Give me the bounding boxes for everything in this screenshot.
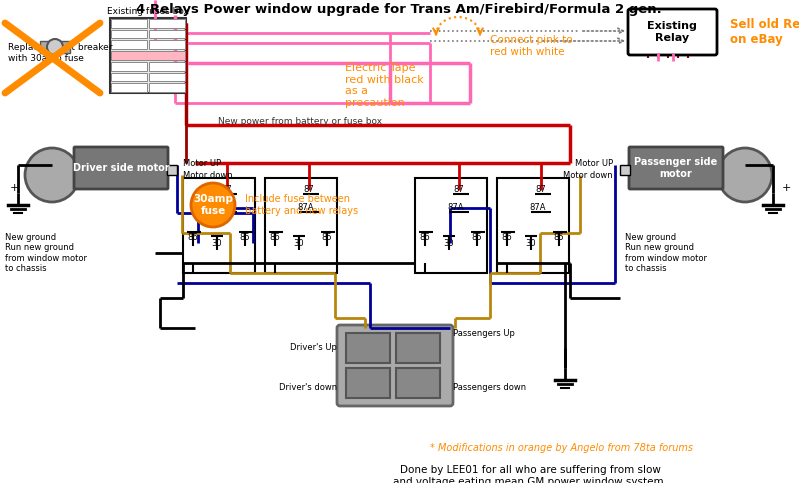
- Bar: [149, 72, 185, 81]
- Bar: [111, 41, 147, 49]
- Text: 30: 30: [212, 239, 222, 247]
- Bar: [149, 51, 185, 60]
- Bar: [40, 41, 70, 53]
- Text: 86: 86: [502, 233, 512, 242]
- Bar: [396, 368, 440, 398]
- Text: 30: 30: [443, 239, 455, 247]
- Text: Motor UP: Motor UP: [183, 158, 221, 168]
- Text: +: +: [782, 183, 791, 193]
- Text: Replace circuit breaker
with 30amp fuse: Replace circuit breaker with 30amp fuse: [8, 43, 113, 63]
- FancyBboxPatch shape: [74, 147, 168, 189]
- Text: 87: 87: [221, 185, 233, 195]
- Bar: [396, 333, 440, 363]
- Text: 85: 85: [322, 233, 332, 242]
- Text: Connect pink to
red with white: Connect pink to red with white: [490, 35, 573, 57]
- Bar: [149, 30, 185, 39]
- Bar: [183, 178, 255, 273]
- Text: 86: 86: [269, 233, 280, 242]
- Text: Existing
Relay: Existing Relay: [647, 21, 697, 43]
- FancyBboxPatch shape: [629, 147, 723, 189]
- Text: 87A: 87A: [447, 203, 464, 213]
- Circle shape: [47, 39, 63, 55]
- Text: 85: 85: [554, 233, 564, 242]
- Text: 87: 87: [304, 185, 314, 195]
- FancyBboxPatch shape: [337, 325, 453, 406]
- Bar: [111, 62, 147, 71]
- Bar: [111, 30, 147, 39]
- Text: +: +: [10, 183, 19, 193]
- Text: 30: 30: [526, 239, 536, 247]
- Text: Motor down: Motor down: [183, 170, 233, 180]
- Text: 87A: 87A: [216, 203, 233, 213]
- Text: New power from battery or fuse box: New power from battery or fuse box: [218, 116, 382, 126]
- Bar: [111, 19, 147, 28]
- Text: 30amp
fuse: 30amp fuse: [193, 194, 233, 216]
- Text: Done by LEE01 for all who are suffering from slow
and voltage eating mean GM pow: Done by LEE01 for all who are suffering …: [393, 465, 667, 483]
- FancyBboxPatch shape: [628, 9, 717, 55]
- Bar: [346, 333, 390, 363]
- Text: Sell old Relay
on eBay: Sell old Relay on eBay: [730, 18, 799, 46]
- Circle shape: [191, 183, 235, 227]
- Text: Motor down: Motor down: [563, 170, 613, 180]
- Text: New ground
Run new ground
from window motor
to chassis: New ground Run new ground from window mo…: [625, 233, 707, 273]
- Text: Driver's Up: Driver's Up: [290, 343, 337, 353]
- Text: 4 Relays Power window upgrade for Trans Am/Firebird/Formula 2 gen.: 4 Relays Power window upgrade for Trans …: [136, 2, 662, 15]
- Text: Electric Tape
red with black
as a
precaution: Electric Tape red with black as a precau…: [345, 63, 423, 108]
- Text: Passengers Up: Passengers Up: [453, 328, 515, 338]
- Text: 86: 86: [188, 233, 198, 242]
- Text: Passenger side
motor: Passenger side motor: [634, 157, 718, 179]
- Text: Motor UP: Motor UP: [574, 158, 613, 168]
- Text: 87: 87: [454, 185, 464, 195]
- Bar: [111, 72, 147, 81]
- Bar: [149, 19, 185, 28]
- Bar: [111, 51, 147, 60]
- Bar: [167, 165, 177, 175]
- Text: Driver side motor: Driver side motor: [73, 163, 169, 173]
- Bar: [149, 41, 185, 49]
- Bar: [149, 83, 185, 92]
- Circle shape: [25, 148, 79, 202]
- Bar: [110, 18, 186, 93]
- Bar: [415, 178, 487, 273]
- Text: 87: 87: [535, 185, 547, 195]
- Text: 30: 30: [294, 239, 304, 247]
- Bar: [620, 165, 630, 175]
- Text: Driver's down: Driver's down: [279, 384, 337, 393]
- Text: 86: 86: [419, 233, 431, 242]
- Text: 87A: 87A: [530, 203, 547, 213]
- Text: * Modifications in orange by Angelo from 78ta forums: * Modifications in orange by Angelo from…: [430, 443, 693, 453]
- Text: 85: 85: [240, 233, 250, 242]
- Bar: [265, 178, 337, 273]
- Bar: [111, 51, 185, 60]
- Bar: [111, 83, 147, 92]
- Text: Passengers down: Passengers down: [453, 384, 526, 393]
- Text: New ground
Run new ground
from window motor
to chassis: New ground Run new ground from window mo…: [5, 233, 87, 273]
- Text: 85: 85: [471, 233, 483, 242]
- Bar: [149, 62, 185, 71]
- Text: Include fuse between
battery and new relays: Include fuse between battery and new rel…: [245, 194, 358, 216]
- Bar: [346, 368, 390, 398]
- Bar: [497, 178, 569, 273]
- Text: Existing fuses box: Existing fuses box: [107, 6, 189, 15]
- Circle shape: [718, 148, 772, 202]
- Text: 87A: 87A: [298, 203, 314, 213]
